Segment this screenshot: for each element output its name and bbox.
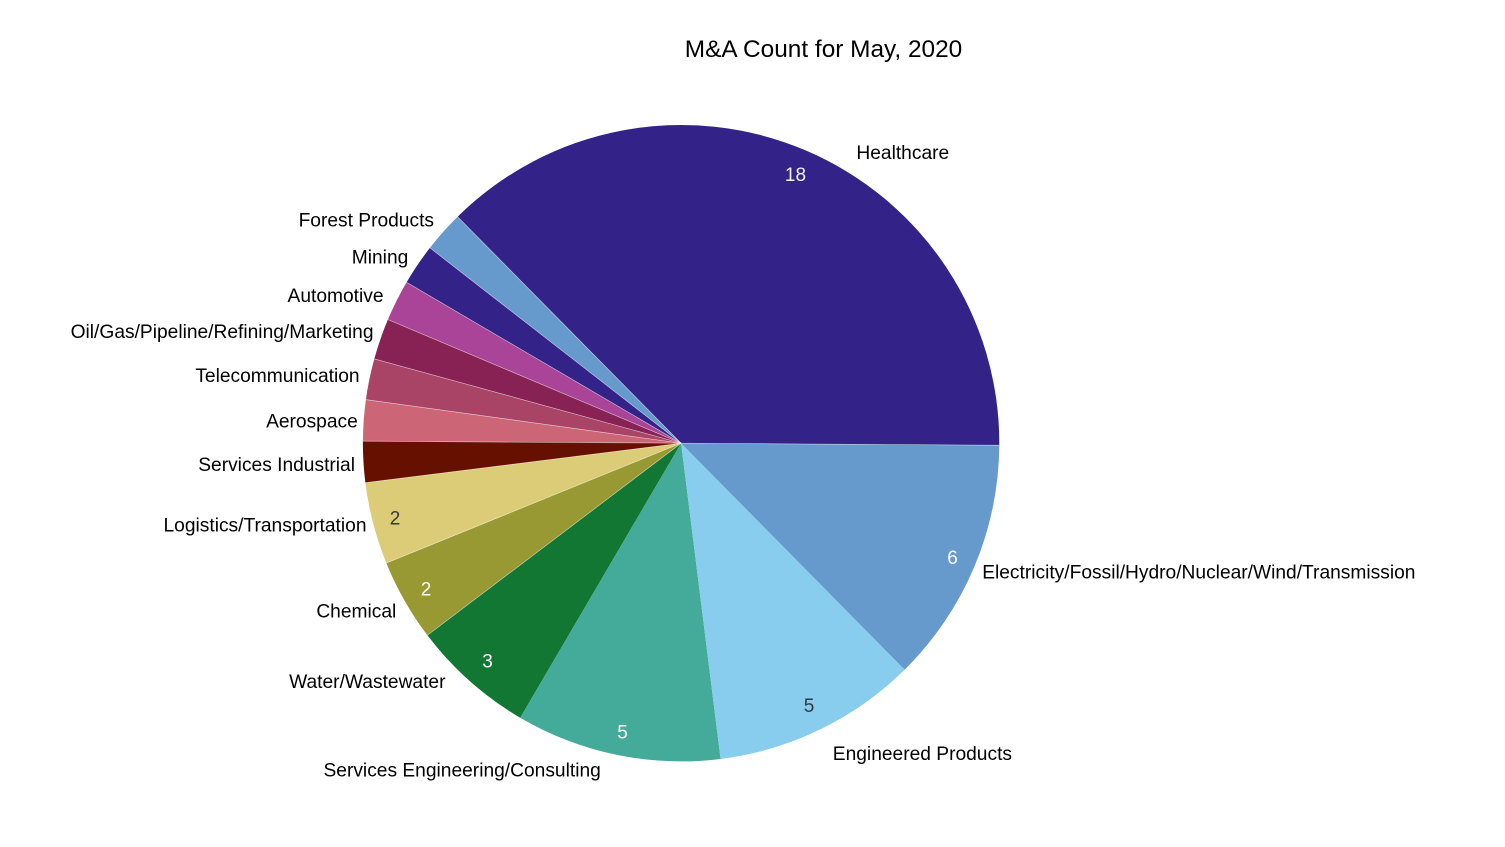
svg-text:Services Industrial: Services Industrial [198, 455, 355, 476]
svg-text:18: 18 [785, 165, 806, 186]
svg-text:3: 3 [482, 651, 493, 672]
svg-text:M&A Count for May, 2020: M&A Count for May, 2020 [685, 36, 962, 63]
svg-text:Telecommunication: Telecommunication [195, 366, 359, 387]
svg-text:2: 2 [390, 508, 401, 529]
svg-text:Healthcare: Healthcare [856, 143, 949, 164]
svg-text:Automotive: Automotive [288, 286, 384, 307]
svg-text:Chemical: Chemical [316, 602, 396, 623]
svg-text:5: 5 [804, 696, 815, 717]
svg-text:Aerospace: Aerospace [266, 411, 358, 432]
svg-text:Water/Wastewater: Water/Wastewater [289, 672, 446, 693]
svg-text:Engineered Products: Engineered Products [833, 744, 1012, 765]
svg-text:6: 6 [947, 548, 958, 569]
svg-text:Mining: Mining [352, 248, 409, 269]
svg-text:Forest Products: Forest Products [299, 210, 434, 231]
svg-text:Oil/Gas/Pipeline/Refining/Mark: Oil/Gas/Pipeline/Refining/Marketing [71, 322, 374, 343]
svg-text:Logistics/Transportation: Logistics/Transportation [164, 515, 367, 536]
svg-text:2: 2 [421, 579, 432, 600]
svg-text:5: 5 [617, 722, 628, 743]
svg-text:Services Engineering/Consultin: Services Engineering/Consulting [323, 761, 600, 782]
svg-text:Electricity/Fossil/Hydro/Nucle: Electricity/Fossil/Hydro/Nuclear/Wind/Tr… [982, 563, 1415, 584]
